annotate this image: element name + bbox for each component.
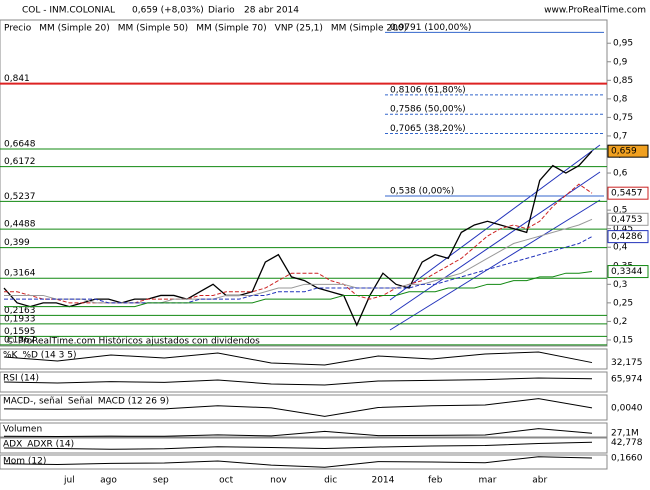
y-tick-label: 0,9 [613, 57, 628, 67]
last-tag [607, 265, 649, 279]
last-tag [607, 230, 649, 244]
legend-entry: MM (Simple 20) [39, 24, 109, 34]
y-tick-label: 0,8 [613, 94, 628, 104]
indicator-name: Señal [68, 397, 93, 407]
trend-line [389, 144, 601, 301]
y-tick-label: 0,5 [613, 206, 627, 216]
x-tick-label: oct [219, 476, 233, 486]
last-value: 0,3344 [611, 267, 643, 277]
indicator-name: Volumen [3, 425, 42, 435]
fib-label: 0,538 (0,00%) [390, 187, 454, 197]
y-tick-label: 0,75 [613, 113, 633, 123]
level-label: 0,2163 [4, 306, 36, 316]
y-tick-label: 0,2 [613, 317, 627, 327]
legend-entry: Precio [4, 24, 32, 34]
indicator-value: 0,1660 [611, 453, 643, 463]
symbol: COL - INM.COLONIAL [22, 6, 115, 16]
y-tick-label: 0,45 [613, 224, 633, 234]
price-line [3, 150, 593, 327]
moving-average [4, 236, 593, 304]
moving-average [4, 271, 593, 308]
indicator-value: 42,778 [611, 438, 643, 448]
indicator-name: MACD (12 26 9) [98, 397, 169, 407]
y-tick-label: 0,15 [613, 335, 633, 345]
legend-entry: MM (Simple 200) [331, 24, 407, 34]
indicator-line [3, 428, 593, 437]
last-value: 0,659 [611, 147, 637, 157]
last-value: 0,5457 [611, 189, 643, 199]
indicator-name: %D (14 3 5) [22, 351, 76, 361]
trend-line [389, 199, 601, 331]
level-label: 0,841 [4, 74, 30, 84]
x-tick-label: mar [478, 476, 496, 486]
indicator-panel [0, 394, 608, 421]
indicator-name: Mom (12) [3, 457, 46, 467]
last-tag [607, 186, 649, 200]
x-tick-label: feb [428, 476, 443, 486]
indicator-panel [0, 348, 608, 370]
level-label: 0,4488 [4, 220, 36, 230]
last-tag [607, 144, 649, 158]
x-tick-label: sep [153, 476, 169, 486]
y-tick-label: 0,85 [613, 76, 633, 86]
level-label: 0,1595 [4, 327, 36, 337]
period: Diario [208, 6, 235, 16]
x-tick-label: dic [324, 476, 337, 486]
legend-entry: MM (Simple 70) [196, 24, 266, 34]
last-value: 0,4753 [611, 215, 643, 225]
indicator-name: RSI (14) [3, 374, 39, 384]
indicator-line [3, 456, 593, 468]
x-tick-label: ago [100, 476, 117, 486]
last-value: 0,4286 [611, 232, 643, 242]
indicator-panel [0, 371, 608, 393]
watermark: © ProRealTime.com Históricos ajustados c… [6, 336, 260, 347]
y-tick-label: 0,3 [613, 280, 627, 290]
level-label: 0,1367 [4, 335, 36, 345]
indicator-panel [0, 454, 608, 470]
indicator-value: 32,175 [611, 358, 643, 368]
x-tick-label: 2014 [371, 476, 394, 486]
indicator-line [3, 351, 593, 366]
indicator-name: ADXR (14) [27, 440, 74, 450]
indicator-panel [0, 422, 608, 438]
y-tick-label: 0,25 [613, 298, 633, 308]
date: 28 abr 2014 [244, 6, 299, 16]
level-label: 0,3164 [4, 269, 36, 279]
level-label: 0,399 [4, 238, 30, 248]
x-tick-label: jul [63, 476, 75, 486]
indicator-line [3, 377, 593, 386]
fib-label: 0,8106 (61,80%) [390, 85, 466, 95]
indicator-value: 0,0040 [611, 403, 643, 413]
x-tick-label: nov [270, 476, 287, 486]
indicator-name: ADX [3, 440, 22, 450]
level-label: 0,6172 [4, 157, 36, 167]
legend-entry: VNP (25,1) [275, 24, 323, 34]
indicator-panel [0, 437, 608, 454]
last-tag [607, 212, 649, 226]
legend-entry: MM (Simple 50) [118, 24, 188, 34]
indicator-name: MACD-, señal [3, 397, 63, 407]
indicator-name: %K [3, 351, 19, 361]
price-panel [0, 19, 608, 347]
y-tick-label: 0,95 [613, 39, 633, 49]
x-tick-label: abr [532, 476, 547, 486]
level-label: 0,1933 [4, 314, 36, 324]
level-label: 0,6648 [4, 140, 36, 150]
indicator-line [3, 441, 593, 450]
y-tick-label: 0,4 [613, 243, 628, 253]
y-tick-label: 0,6 [613, 169, 628, 179]
moving-average [4, 218, 593, 304]
last-price: 0,659 (+8,03%) [132, 6, 204, 16]
indicator-value: 65,974 [611, 374, 643, 384]
fib-label: 0,7065 (38,20%) [390, 124, 466, 134]
indicator-line [3, 398, 593, 417]
indicator-value: 27,1M [611, 429, 639, 439]
site: www.ProRealTime.com [544, 6, 646, 16]
y-tick-label: 0,7 [613, 131, 627, 141]
level-label: 0,5237 [4, 192, 36, 202]
fib-label: 0,9791 (100,00%) [390, 23, 471, 33]
fib-label: 0,7586 (50,00%) [390, 105, 466, 115]
